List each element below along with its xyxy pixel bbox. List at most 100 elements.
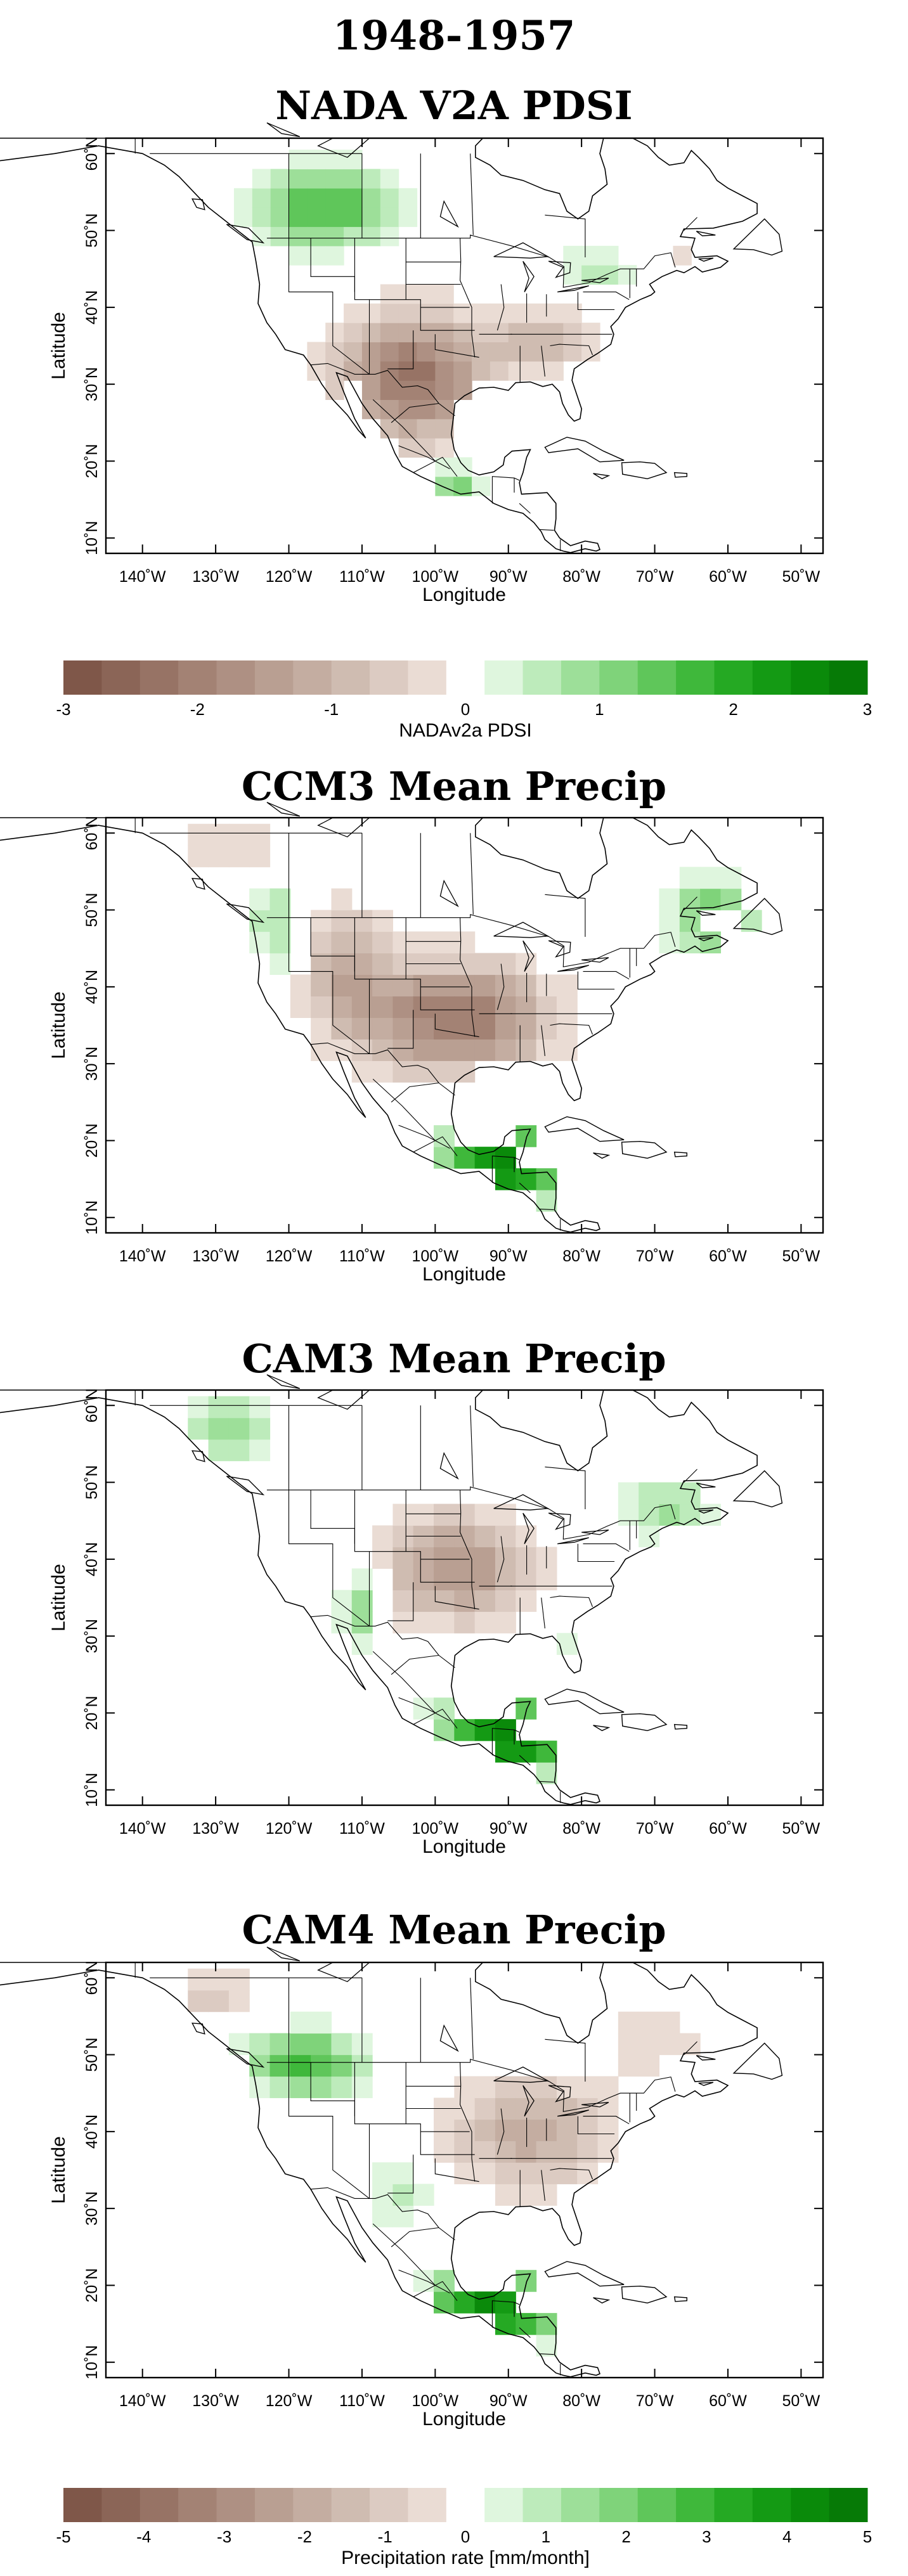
field-cell (361, 188, 381, 208)
boundary-line (540, 1781, 554, 1783)
lake-outline (548, 1512, 571, 1530)
field-cell (454, 1147, 476, 1169)
x-tick-label: 110˚W (339, 1820, 385, 1838)
y-tick-label: 20˚N (83, 1123, 101, 1157)
field-cell (344, 207, 363, 228)
field-cell (526, 361, 546, 381)
field-cell (392, 1504, 414, 1526)
field-cell (325, 361, 344, 381)
field-cell (417, 438, 436, 458)
field-cell (325, 245, 344, 266)
field-cell (526, 303, 546, 323)
boundary-line (354, 238, 475, 331)
panel-title: CAM4 Mean Precip (242, 1907, 666, 1953)
field-cell (344, 169, 363, 189)
y-tick-label: 10˚N (83, 1773, 101, 1807)
field-cell (495, 1525, 516, 1548)
field-cell (372, 996, 393, 1018)
field-cell (290, 974, 311, 997)
x-tick-label: 140˚W (119, 2392, 166, 2410)
y-tick-label: 10˚N (83, 1201, 101, 1235)
field-cell (372, 1525, 393, 1548)
field-cell (618, 2054, 639, 2077)
field-cell (516, 953, 537, 976)
field-cell (472, 361, 491, 381)
colorbar-swatch (599, 660, 639, 695)
field-cell (700, 866, 722, 889)
y-tick-label: 40˚N (83, 290, 101, 325)
x-tick-label: 60˚W (709, 1247, 747, 1265)
boundary-line (413, 456, 458, 477)
boundary-line (540, 529, 554, 531)
lake-outline (522, 261, 535, 292)
field-cell (380, 226, 399, 247)
x-tick-label: 50˚W (782, 568, 820, 586)
field-cell (269, 910, 291, 932)
field-cell (188, 1990, 209, 2012)
field-cell (536, 996, 557, 1018)
field-cell (679, 866, 701, 889)
field-cell (413, 974, 434, 997)
x-tick-label: 90˚W (490, 568, 528, 586)
field-cell (269, 2054, 291, 2077)
field-cell (208, 823, 230, 846)
boundary-line (354, 2062, 475, 2155)
x-tick-label: 90˚W (490, 1247, 528, 1265)
field-cell (435, 438, 454, 458)
field-cell (372, 2162, 393, 2184)
field-cell (495, 1168, 516, 1190)
boundary-line (372, 1651, 436, 1713)
boundary-line (288, 1490, 370, 1626)
field-cell (228, 1968, 250, 1991)
lake-outline (522, 1512, 535, 1544)
field-cell (188, 1396, 209, 1419)
field-cell (516, 1741, 537, 1763)
field-cell (289, 188, 308, 208)
boundary-line (387, 1582, 414, 1621)
y-axis-label: Latitude (48, 2136, 69, 2204)
x-tick-label: 50˚W (782, 2392, 820, 2410)
field-cell (556, 1017, 578, 1040)
field-cell (495, 996, 516, 1018)
x-tick-label: 100˚W (412, 1820, 459, 1838)
boundaries (134, 1962, 697, 2376)
field-cell (556, 2076, 578, 2099)
lake-outline (266, 802, 301, 817)
boundary-line (266, 1486, 676, 1540)
field-cell (311, 2011, 332, 2034)
field-cell (508, 342, 528, 362)
field-cell (398, 303, 418, 323)
field-cell (331, 931, 353, 954)
colorbar-swatch (484, 660, 524, 695)
boundary-line (387, 2154, 414, 2194)
figure-title: 1948-1957 (333, 12, 576, 60)
coastline-island (696, 1483, 716, 1488)
map-frame (105, 1961, 824, 2379)
field-cell (434, 1568, 455, 1590)
colorbar-swatch (714, 2488, 753, 2522)
field-cell (679, 2033, 701, 2056)
field-cell (490, 361, 509, 381)
field-cell (351, 931, 373, 954)
boundary-line (519, 503, 531, 514)
field-cell (344, 226, 363, 247)
boundary-line (398, 1697, 450, 1722)
colorbar-swatch (178, 2488, 217, 2522)
field-cell (307, 188, 326, 208)
field-cell (249, 931, 271, 954)
field-cell (392, 931, 414, 954)
field-cell (331, 1039, 353, 1061)
field-cell (435, 361, 454, 381)
field-cell (398, 418, 418, 439)
boundary-line (266, 2059, 676, 2112)
field-cell (597, 2119, 619, 2142)
panel-4: CAM4 Mean Precip 140˚W 130˚W 120˚W 110˚W 100˚… (0, 1907, 872, 2568)
field-cell (474, 1568, 496, 1590)
field-cell (392, 1547, 414, 1569)
field-cell (454, 1719, 476, 1741)
field-cell (307, 342, 326, 362)
coastline-island (544, 437, 625, 463)
field-cell (228, 823, 250, 846)
colorbar-tick-label: -2 (297, 2527, 312, 2546)
coastline-island (191, 198, 205, 210)
